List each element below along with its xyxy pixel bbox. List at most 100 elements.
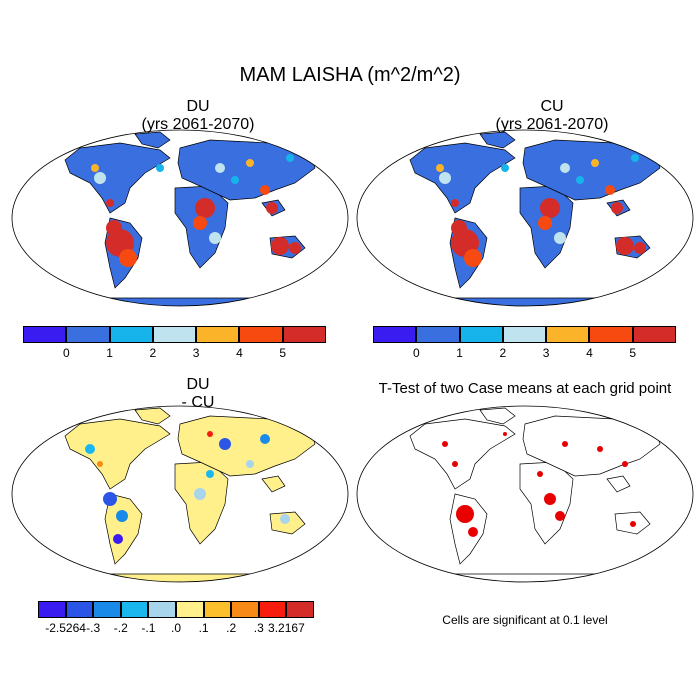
data-cell (91, 164, 99, 172)
data-cell (555, 511, 565, 521)
map-outline (11, 405, 349, 583)
data-cell (538, 216, 552, 230)
data-cell (113, 534, 123, 544)
data-cell (631, 154, 639, 162)
legend-label: -.1 (141, 621, 156, 635)
map-outline (356, 405, 694, 583)
landmass (479, 407, 516, 425)
data-cell (280, 514, 290, 524)
legend-swatch (231, 601, 259, 618)
figure-title: MAM LAISHA (m^2/m^2) (239, 64, 461, 86)
landmass (64, 418, 171, 490)
legend-swatch (65, 601, 94, 618)
panel-du-years: (yrs 2061-2070) (141, 116, 255, 133)
data-cell (106, 220, 122, 236)
data-cell (622, 461, 628, 467)
panel-du-title: DU (yrs 2061-2070) (78, 98, 318, 134)
legend-label: -.3 (86, 621, 101, 635)
landmass (64, 142, 171, 214)
legend-swatch (66, 326, 110, 343)
legend-label: -2.5264 (45, 621, 86, 635)
landmass (409, 418, 516, 490)
panel-ttest-title: T-Test of two Case means at each grid po… (378, 380, 672, 397)
data-cell (193, 216, 207, 230)
panel-diff-name: DU (186, 376, 210, 393)
data-cell (562, 441, 568, 447)
legend-label: 1 (456, 346, 463, 360)
data-cell (439, 172, 451, 184)
legend-swatch (373, 326, 417, 343)
data-cell (103, 492, 117, 506)
legend-swatch (416, 326, 460, 343)
legend-swatch (23, 326, 67, 343)
data-cell (195, 198, 215, 218)
legend-swatch (120, 601, 149, 618)
legend-swatch (196, 326, 240, 343)
data-cell (544, 493, 556, 505)
legend-label: .0 (170, 621, 182, 635)
map-outline (356, 129, 694, 307)
panel-du-name: DU (186, 98, 210, 115)
data-cell (260, 185, 270, 195)
legend-du: 0 1 2 3 4 5 (23, 326, 326, 362)
landmass (479, 131, 516, 149)
legend-label: 0 (412, 346, 420, 360)
data-cell (209, 232, 221, 244)
data-cell (97, 461, 103, 467)
data-cell (503, 432, 507, 436)
legend-swatch (632, 326, 676, 343)
legend-label: 3 (192, 346, 200, 360)
legend-swatch (258, 601, 287, 618)
map-diff (11, 405, 349, 583)
data-cell (597, 446, 603, 452)
data-cell (501, 164, 509, 172)
map-du (11, 129, 349, 307)
data-cell (119, 249, 137, 267)
legend-label: 3.2167 (268, 621, 305, 635)
landmass (69, 297, 296, 306)
data-cell (611, 202, 623, 214)
data-cell (554, 232, 566, 244)
data-cell (215, 163, 225, 173)
legend-label: 4 (236, 346, 243, 360)
legend-cu: 0 1 2 3 4 5 (373, 326, 676, 362)
data-cell (451, 199, 459, 207)
legend-label: .2 (226, 621, 237, 635)
landmass (414, 573, 641, 582)
landmass (606, 475, 631, 493)
data-cell (260, 434, 270, 444)
legend-label: 5 (629, 346, 637, 360)
panel-cu-name: CU (540, 98, 564, 115)
legend-label: 1 (106, 346, 113, 360)
legend-swatch (239, 326, 283, 343)
legend-label: 3 (542, 346, 550, 360)
data-cell (116, 510, 128, 522)
legend-label: 2 (149, 346, 157, 360)
data-cell (266, 202, 278, 214)
legend-label: .3 (253, 621, 264, 635)
data-cell (106, 199, 114, 207)
legend-diff: -2.5264 -.3 -.2 -.1 .0 .1 .2 .3 3.2167 (38, 601, 314, 637)
data-cell (576, 176, 584, 184)
legend-swatch (282, 326, 326, 343)
landmass (261, 475, 286, 493)
data-cell (246, 460, 254, 468)
map-ttest (356, 405, 694, 583)
data-cell (85, 444, 95, 454)
panel-cu-years: (yrs 2061-2070) (495, 116, 609, 133)
landmass (69, 573, 296, 582)
map-outline (11, 129, 349, 307)
data-cell (246, 159, 254, 167)
map-cu (356, 129, 694, 307)
legend-swatch (546, 326, 590, 343)
legend-swatch (589, 326, 633, 343)
data-cell (630, 521, 636, 527)
data-cell (94, 172, 106, 184)
data-cell (442, 441, 448, 447)
legend-label: 5 (279, 346, 287, 360)
legend-swatch (93, 601, 121, 618)
data-cell (286, 154, 294, 162)
legend-label: 2 (499, 346, 507, 360)
data-cell (464, 249, 482, 267)
significance-note: Cells are significant at 0.1 level (442, 613, 608, 627)
